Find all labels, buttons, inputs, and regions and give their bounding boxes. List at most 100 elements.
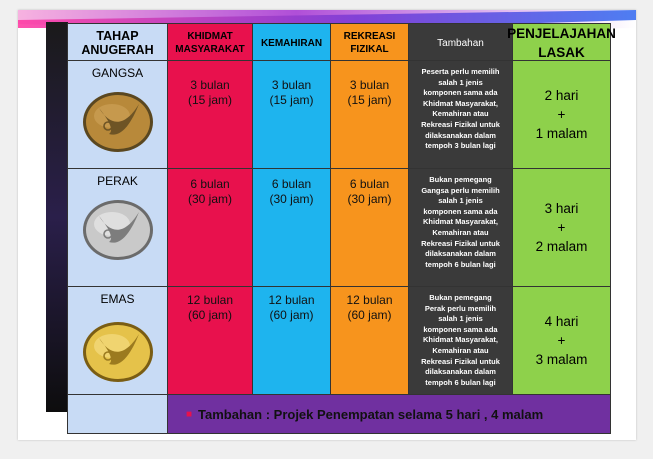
note-line: Khidmat Masyarakat,: [422, 217, 499, 227]
rekreasi-cell-emas: 12 bulan (60 jam): [331, 287, 408, 394]
duration-text: 3 bulan: [271, 78, 312, 92]
plus-text: +: [557, 333, 566, 348]
nights-text: 1 malam: [535, 126, 588, 141]
hours-text: (30 jam): [347, 192, 392, 206]
khidmat-cell-emas: 12 bulan (60 jam): [168, 287, 252, 394]
nights-text: 2 malam: [535, 239, 588, 254]
note-line: dilaksanakan dalam: [425, 367, 496, 377]
duration-text: 6 bulan: [271, 177, 312, 191]
duration-text: 3 bulan: [349, 78, 390, 92]
level-cell-perak: PERAK: [68, 169, 167, 286]
duration-text: 12 bulan: [268, 293, 315, 307]
note-line: Rekreasi Fizikal untuk: [421, 238, 500, 248]
nights-text: 3 malam: [535, 352, 588, 367]
rekreasi-cell-gangsa: 3 bulan (15 jam): [331, 61, 408, 168]
level-cell-gangsa: GANGSA: [68, 61, 167, 168]
days-text: 3 hari: [544, 201, 579, 216]
header-khidmat-masyarakat: KHIDMAT MASYARAKAT: [168, 24, 252, 60]
header-text: KEMAHIRAN: [260, 37, 323, 49]
header-text: TAHAP: [96, 29, 139, 43]
note-line: tempoh 6 bulan lagi: [425, 259, 496, 269]
note-line: Rekreasi Fizikal untuk: [421, 119, 500, 129]
note-line: komponen sama ada: [423, 88, 498, 98]
lasak-cell-gangsa: 2 hari + 1 malam: [513, 61, 610, 168]
kemahiran-cell-emas: 12 bulan (60 jam): [253, 287, 330, 394]
plus-text: +: [557, 107, 566, 122]
note-line: salah 1 jenis: [438, 196, 483, 206]
silver-medal-icon: [82, 200, 153, 260]
days-text: 4 hari: [544, 314, 579, 329]
header-tahap-anugerah: TAHAP ANUGERAH: [68, 24, 167, 60]
note-line: dilaksanakan dalam: [425, 130, 496, 140]
rekreasi-cell-perak: 6 bulan (30 jam): [331, 169, 408, 286]
bullet-icon: ■: [186, 408, 193, 420]
header-text: PENJELAJAHAN: [507, 26, 616, 41]
note-line: Rekreasi Fizikal untuk: [421, 356, 500, 366]
khidmat-cell-gangsa: 3 bulan (15 jam): [168, 61, 252, 168]
header-penjelajahan-lasak: PENJELAJAHAN LASAK: [507, 24, 616, 60]
note-line: Bukan pemegang: [429, 175, 492, 184]
note-line: tempoh 6 bulan lagi: [425, 377, 496, 387]
days-text: 2 hari: [544, 88, 579, 103]
header-text: FIZIKAL: [350, 44, 389, 55]
note-line: Khidmat Masyarakat,: [422, 335, 499, 345]
duration-text: 3 bulan: [190, 78, 230, 92]
note-line: tempoh 3 bulan lagi: [425, 141, 496, 151]
note-line: komponen sama ada: [423, 324, 498, 334]
header-kemahiran: KEMAHIRAN: [253, 24, 330, 60]
hours-text: (60 jam): [187, 308, 232, 322]
kemahiran-cell-perak: 6 bulan (30 jam): [253, 169, 330, 286]
hours-text: (30 jam): [187, 192, 232, 206]
note-line: salah 1 jenis: [438, 314, 483, 324]
duration-text: 12 bulan: [186, 293, 234, 307]
header-rekreasi-fizikal: REKREASI FIZIKAL: [331, 24, 408, 60]
kemahiran-cell-gangsa: 3 bulan (15 jam): [253, 61, 330, 168]
header-text: LASAK: [538, 45, 585, 60]
duration-text: 12 bulan: [346, 293, 393, 307]
award-table: TAHAP ANUGERAH KHIDMAT MASYARAKAT KEMAHI…: [67, 23, 616, 434]
lasak-cell-perak: 3 hari + 2 malam: [513, 169, 610, 286]
gold-medal-icon: [82, 322, 153, 382]
note-line: Khidmat Masyarakat,: [422, 98, 499, 108]
tambahan-cell-perak: Bukan pemegang Gangsa perlu memilih sala…: [409, 169, 512, 286]
tambahan-cell-gangsa: Peserta perlu memilih salah 1 jenis komp…: [409, 61, 512, 168]
level-name: GANGSA: [91, 66, 144, 80]
header-text: Tambahan: [437, 37, 484, 49]
header-text: REKREASI: [343, 31, 396, 42]
hours-text: (15 jam): [187, 93, 232, 107]
lasak-cell-emas: 4 hari + 3 malam: [513, 287, 610, 394]
note-line: salah 1 jenis: [438, 77, 483, 87]
note-line: Kemahiran atau: [432, 109, 489, 119]
note-line: Perak perlu memilih: [424, 303, 497, 313]
note-line: Kemahiran atau: [432, 345, 489, 355]
hours-text: (60 jam): [269, 308, 314, 322]
level-cell-emas: EMAS: [68, 287, 167, 394]
hours-text: (60 jam): [347, 308, 392, 322]
note-line: komponen sama ada: [423, 206, 498, 216]
header-text: KHIDMAT: [187, 31, 233, 42]
hours-text: (30 jam): [269, 192, 314, 206]
note-line: Kemahiran atau: [432, 227, 489, 237]
level-name: EMAS: [100, 292, 135, 306]
header-text: ANUGERAH: [81, 43, 154, 57]
note-line: Peserta perlu memilih: [421, 67, 500, 76]
slide: TAHAP ANUGERAH KHIDMAT MASYARAKAT KEMAHI…: [18, 10, 636, 440]
khidmat-cell-perak: 6 bulan (30 jam): [168, 169, 252, 286]
footer-text: Tambahan : Projek Penempatan selama 5 ha…: [198, 406, 544, 422]
footer-left-empty: [68, 395, 167, 433]
note-line: Gangsa perlu memilih: [421, 185, 500, 195]
bronze-medal-icon: [82, 92, 153, 152]
hours-text: (15 jam): [269, 93, 314, 107]
footer-tambahan: ■ Tambahan : Projek Penempatan selama 5 …: [168, 395, 610, 433]
header-tambahan: Tambahan: [409, 24, 512, 60]
left-dark-strip: [46, 22, 68, 412]
header-text: MASYARAKAT: [175, 44, 245, 55]
duration-text: 6 bulan: [349, 177, 390, 191]
level-name: PERAK: [97, 174, 138, 188]
tambahan-cell-emas: Bukan pemegang Perak perlu memilih salah…: [409, 287, 512, 394]
hours-text: (15 jam): [347, 93, 392, 107]
plus-text: +: [557, 220, 566, 235]
note-line: dilaksanakan dalam: [425, 249, 496, 259]
duration-text: 6 bulan: [190, 177, 230, 191]
note-line: Bukan pemegang: [429, 293, 492, 302]
